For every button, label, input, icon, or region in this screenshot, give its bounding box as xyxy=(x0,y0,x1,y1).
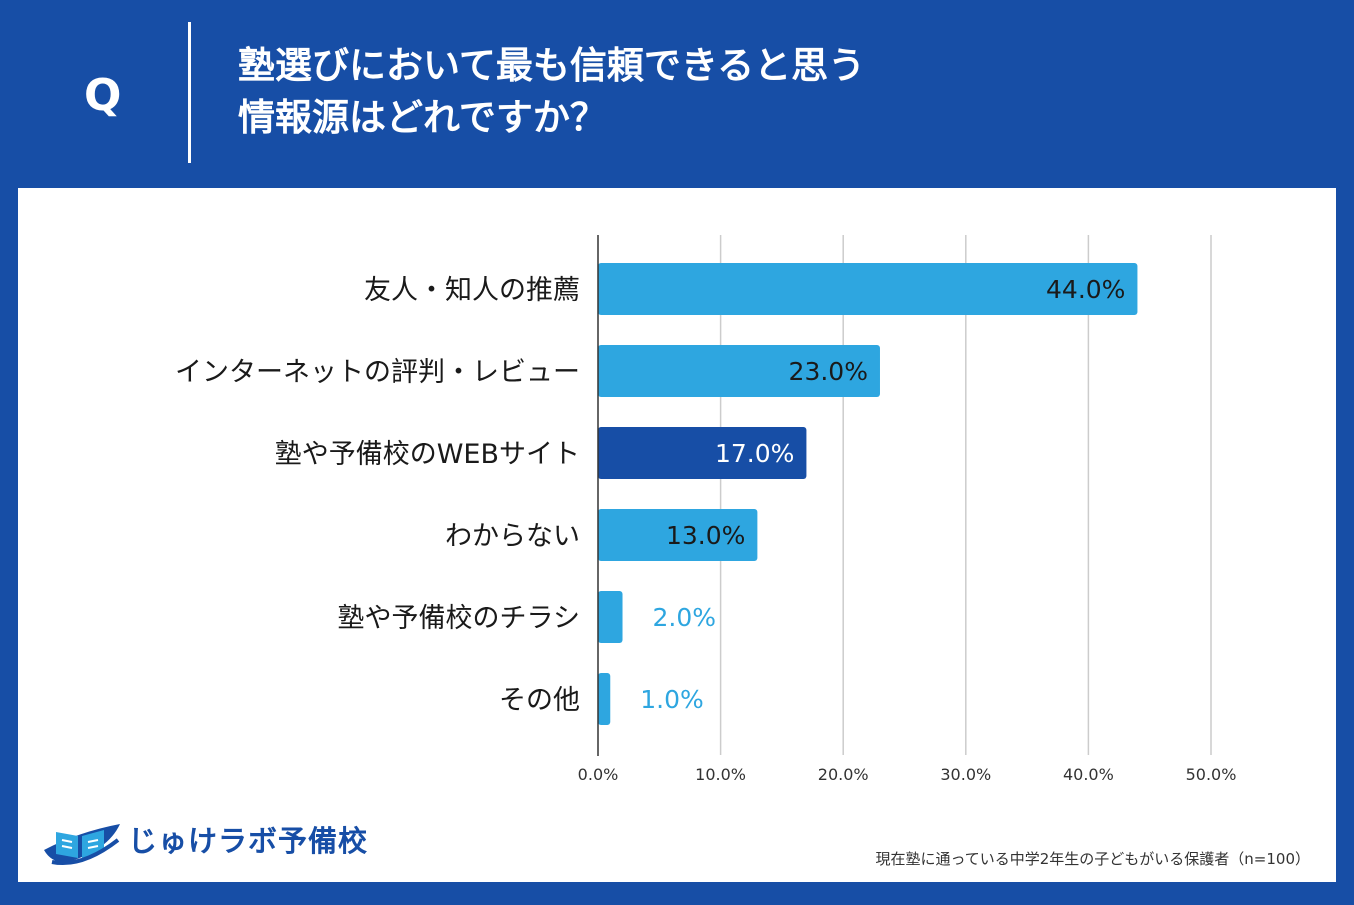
category-label: その他 xyxy=(499,685,580,716)
bar xyxy=(598,345,880,397)
question-header: Q 塾選びにおいて最も信頼できると思う 情報源はどれですか？ xyxy=(0,0,1354,188)
question-marker: Q xyxy=(84,70,122,121)
x-tick-label: 40.0% xyxy=(1063,765,1114,784)
data-label: 1.0% xyxy=(640,685,704,714)
data-label: 44.0% xyxy=(1046,275,1125,304)
chart-panel: 0.0% 10.0% 20.0% 30.0% 40.0% 50.0% 友人・知人の推薦 44.… xyxy=(18,188,1336,882)
category-label: わからない xyxy=(445,521,580,552)
category-label: 友人・知人の推薦 xyxy=(364,275,580,306)
x-tick-label: 30.0% xyxy=(940,765,991,784)
x-tick-label: 0.0% xyxy=(578,765,619,784)
bar xyxy=(598,673,611,725)
data-label: 23.0% xyxy=(789,357,868,386)
x-tick-label: 10.0% xyxy=(695,765,746,784)
bar xyxy=(598,427,807,479)
bar xyxy=(598,591,623,643)
category-label: インターネットの評判・レビュー xyxy=(175,357,580,388)
data-label: 17.0% xyxy=(715,439,794,468)
question-line-1: 塾選びにおいて最も信頼できると思う xyxy=(238,44,866,87)
data-label: 13.0% xyxy=(666,521,745,550)
open-book-icon xyxy=(44,824,120,865)
question-line-2: 情報源はどれですか？ xyxy=(238,96,607,139)
logo: じゅけラボ予備校 xyxy=(38,810,367,870)
header-divider xyxy=(188,22,191,163)
category-label: 塾や予備校のチラシ xyxy=(338,603,580,634)
category-label: 塾や予備校のWEBサイト xyxy=(275,439,580,470)
data-label: 2.0% xyxy=(653,603,717,632)
bar-chart: 0.0% 10.0% 20.0% 30.0% 40.0% 50.0% 友人・知人の推薦 44.… xyxy=(175,235,1237,784)
bar xyxy=(598,509,758,561)
logo-text: じゅけラボ予備校 xyxy=(128,824,369,858)
bar xyxy=(598,263,1138,315)
x-tick-label: 50.0% xyxy=(1186,765,1237,784)
question-text: 塾選びにおいて最も信頼できると思う 情報源はどれですか？ xyxy=(238,40,865,144)
x-tick-label: 20.0% xyxy=(818,765,869,784)
footnote: 現在塾に通っている中学2年生の子どもがいる保護者（n=100） xyxy=(875,850,1310,868)
